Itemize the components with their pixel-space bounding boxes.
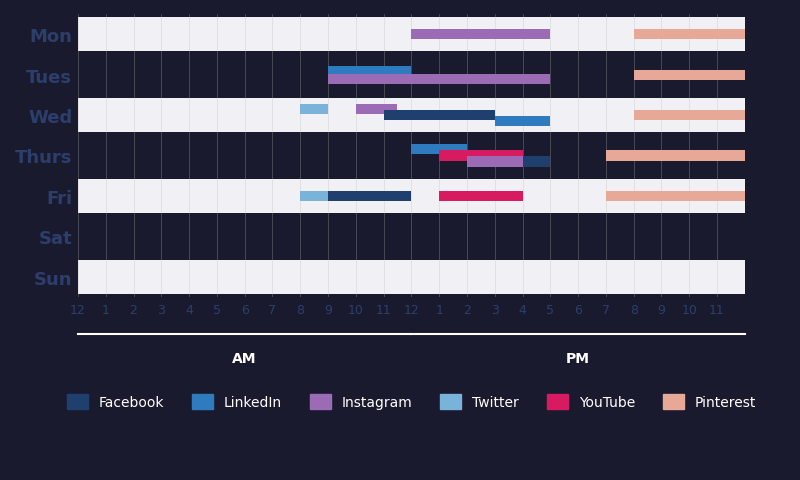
- Bar: [356, 105, 398, 115]
- Bar: [78, 99, 745, 133]
- Text: AM: AM: [232, 351, 257, 365]
- Bar: [78, 18, 745, 52]
- Bar: [634, 111, 745, 121]
- Bar: [328, 192, 411, 202]
- Bar: [522, 157, 550, 167]
- Bar: [328, 66, 411, 76]
- Bar: [439, 192, 522, 202]
- Bar: [78, 260, 745, 294]
- Bar: [300, 192, 328, 202]
- Bar: [467, 157, 522, 167]
- Bar: [606, 151, 745, 161]
- Bar: [411, 145, 467, 155]
- Bar: [328, 74, 550, 84]
- Bar: [78, 180, 745, 214]
- Bar: [494, 117, 550, 127]
- Bar: [606, 192, 745, 202]
- Bar: [439, 151, 522, 161]
- Text: PM: PM: [566, 351, 590, 365]
- Bar: [634, 30, 745, 40]
- Bar: [383, 111, 494, 121]
- Bar: [411, 30, 550, 40]
- Bar: [634, 71, 745, 81]
- Bar: [300, 105, 328, 115]
- Legend: Facebook, LinkedIn, Instagram, Twitter, YouTube, Pinterest: Facebook, LinkedIn, Instagram, Twitter, …: [61, 389, 762, 415]
